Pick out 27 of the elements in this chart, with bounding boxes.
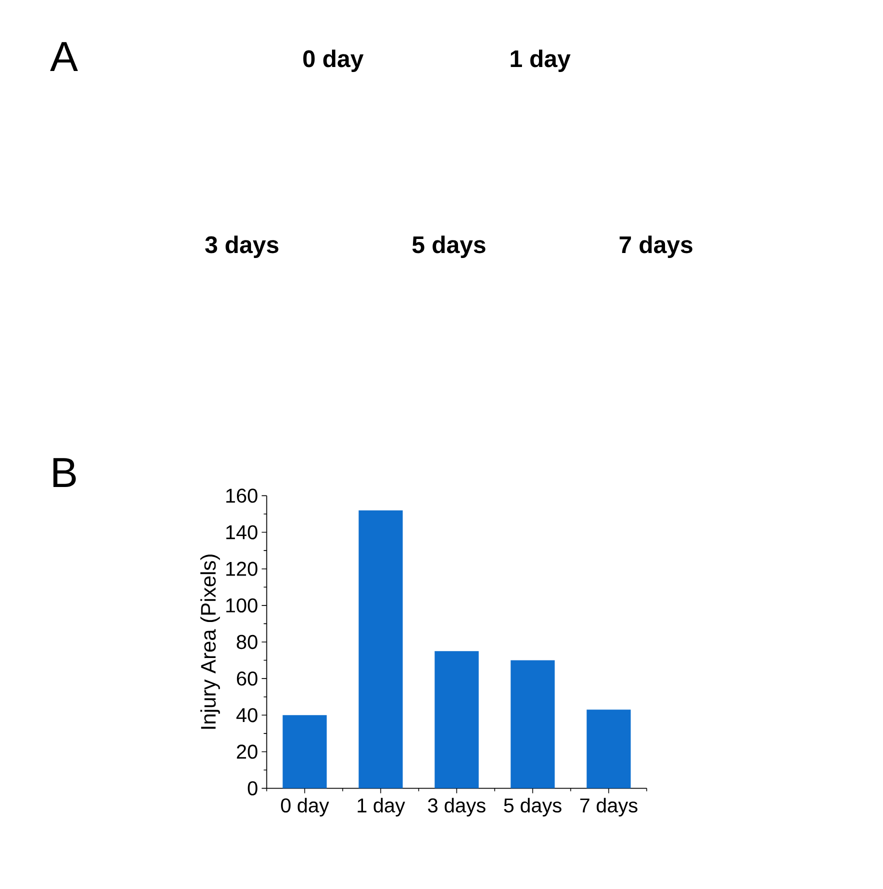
y-tick-label: 60 [236, 671, 258, 686]
x-tick-label: 3 days [428, 798, 486, 816]
y-tick-label: 140 [226, 525, 258, 540]
bar [510, 660, 555, 788]
bar [434, 651, 479, 788]
x-tick-label: 5 days [504, 798, 562, 816]
y-tick-label: 0 [248, 781, 258, 796]
text: A [50, 42, 78, 71]
text: 7 days [620, 236, 692, 258]
y-tick-label: 80 [236, 634, 258, 650]
text: 3 days [205, 236, 278, 258]
text: 1 day [510, 50, 571, 72]
y-tick-label: 160 [226, 488, 258, 503]
x-tick-label: 1 day [358, 798, 406, 816]
y-tick-label: 40 [236, 708, 258, 722]
text: B [53, 458, 76, 487]
x-tick-label: 7 days [580, 798, 638, 816]
text: 5 days [412, 236, 486, 258]
text: 0 day [303, 50, 364, 72]
y-tick-label: 120 [226, 562, 258, 576]
bar [358, 510, 403, 788]
y-axis-title: Injury Area (Pixels) [200, 554, 220, 729]
bar [586, 710, 631, 788]
y-tick-label: 20 [236, 744, 258, 759]
x-tick-label: 0 day [281, 798, 330, 816]
bar [282, 715, 327, 788]
y-tick-label: 100 [226, 598, 258, 612]
